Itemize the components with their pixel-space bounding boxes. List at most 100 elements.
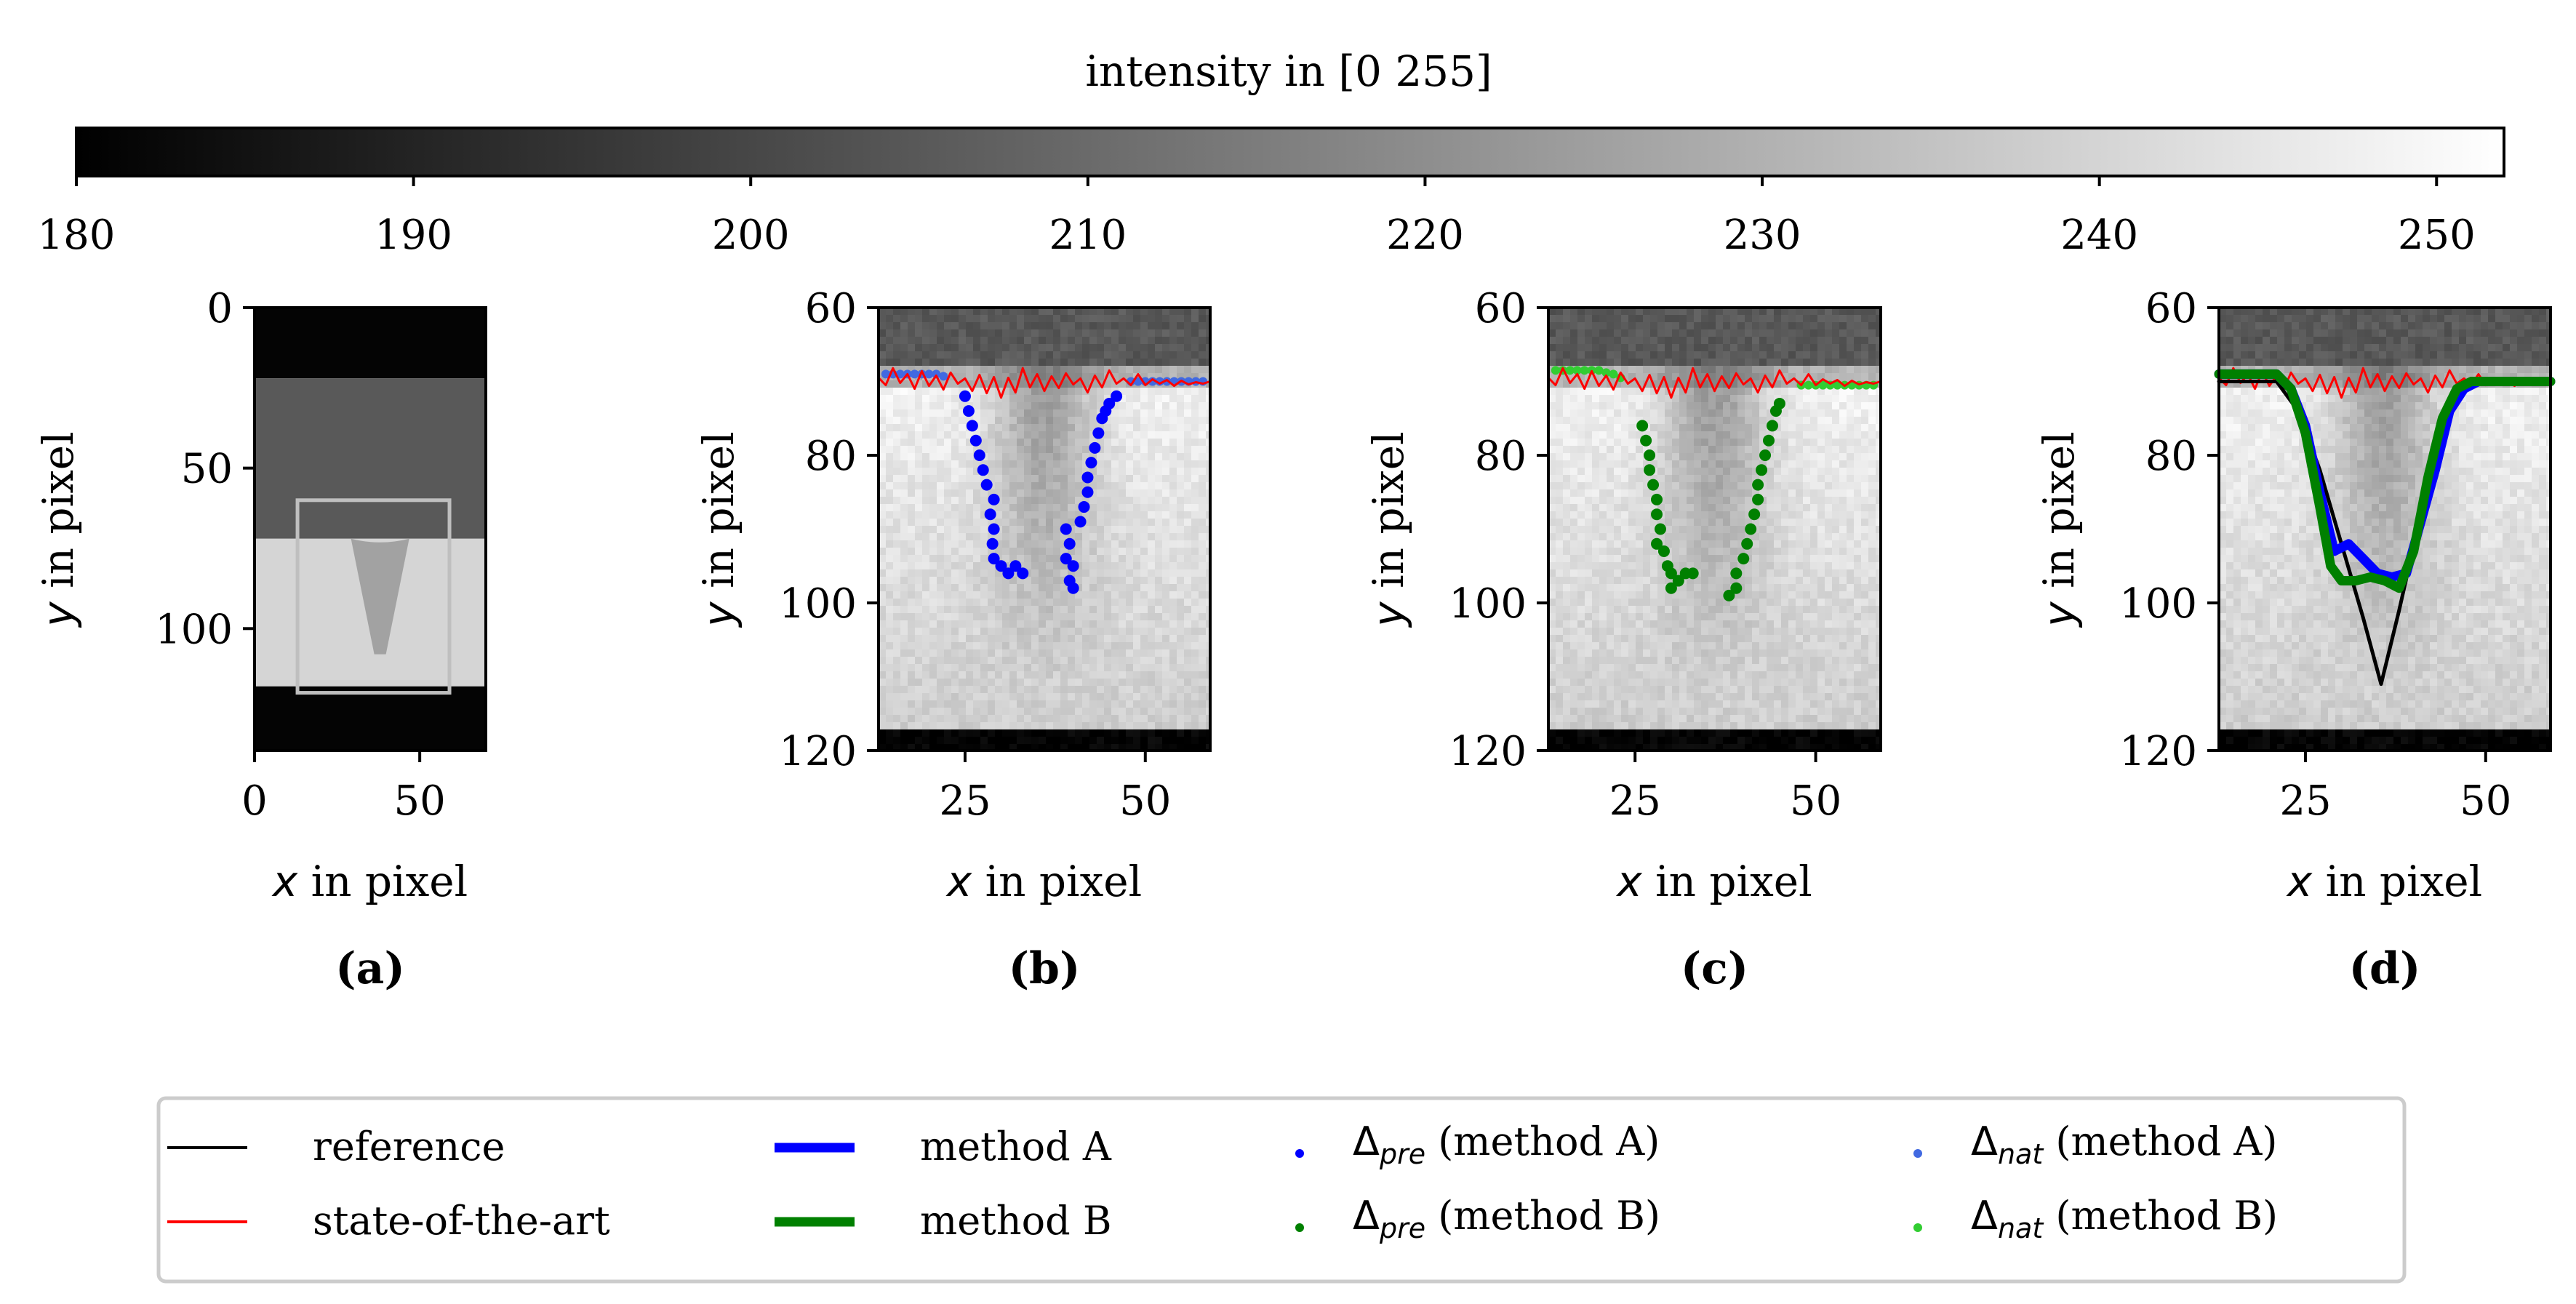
image-pixel [1759, 533, 1767, 541]
image-pixel [1046, 337, 1054, 345]
image-pixel [1708, 468, 1716, 476]
image-pixel [1752, 366, 1760, 374]
image-pixel [1737, 533, 1745, 541]
image-pixel [959, 722, 967, 730]
image-pixel [1169, 664, 1177, 672]
image-pixel [1548, 606, 1556, 614]
image-pixel [1017, 737, 1025, 745]
image-pixel [1716, 337, 1724, 345]
image-pixel [1650, 555, 1658, 563]
image-pixel [900, 540, 908, 548]
image-pixel [1679, 533, 1687, 541]
image-pixel [1206, 555, 1211, 563]
image-pixel [966, 642, 974, 650]
image-pixel [1563, 555, 1571, 563]
image-pixel [1767, 344, 1775, 352]
image-pixel [886, 337, 894, 345]
image-pixel [988, 649, 996, 657]
image-pixel [944, 497, 952, 505]
image-pixel [1854, 460, 1862, 468]
image-pixel [1206, 628, 1211, 636]
image-pixel [1206, 468, 1211, 476]
image-pixel [1599, 511, 1607, 519]
image-pixel [1556, 489, 1564, 497]
image-pixel [1825, 620, 1833, 628]
image-pixel [1701, 439, 1709, 447]
image-pixel [1119, 431, 1127, 439]
image-pixel [1148, 555, 1156, 563]
image-pixel [1075, 380, 1083, 388]
image-pixel [1745, 446, 1753, 454]
image-pixel [1614, 460, 1622, 468]
image-pixel [908, 599, 916, 607]
image-pixel [1089, 737, 1097, 745]
image-pixel [1708, 402, 1716, 410]
image-pixel [1133, 700, 1141, 708]
image-pixel [1075, 649, 1083, 657]
image-pixel [937, 591, 945, 599]
image-pixel [1184, 308, 1192, 316]
image-pixel [966, 577, 974, 585]
image-pixel [1643, 628, 1651, 636]
image-pixel [1708, 395, 1716, 403]
image-pixel [908, 424, 916, 432]
image-pixel [1097, 613, 1105, 621]
image-pixel [1868, 489, 1876, 497]
image-pixel [1585, 599, 1593, 607]
image-pixel [959, 591, 967, 599]
image-pixel [1825, 308, 1833, 316]
image-pixel [1737, 366, 1745, 374]
image-pixel [1759, 344, 1767, 352]
image-pixel [1177, 671, 1185, 679]
colorbar-tick-label: 190 [375, 212, 452, 259]
image-pixel [1636, 599, 1644, 607]
image-pixel [886, 591, 894, 599]
image-pixel [1097, 511, 1105, 519]
image-pixel [1169, 649, 1177, 657]
image-pixel [1119, 446, 1127, 454]
image-pixel [959, 679, 967, 687]
image-pixel [1737, 482, 1745, 490]
image-pixel [1665, 468, 1673, 476]
image-pixel [1206, 402, 1211, 410]
image-pixel [1767, 366, 1775, 374]
image-pixel [929, 708, 937, 716]
image-pixel [1556, 424, 1564, 432]
image-pixel [1774, 497, 1782, 505]
image-pixel [937, 715, 945, 723]
image-pixel [1031, 468, 1039, 476]
image-pixel [966, 686, 974, 694]
image-pixel [1636, 315, 1644, 323]
image-pixel [1104, 482, 1112, 490]
image-pixel [1657, 337, 1665, 345]
image-pixel [879, 613, 887, 621]
image-pixel [1788, 395, 1796, 403]
image-pixel [1708, 315, 1716, 323]
image-pixel [1053, 686, 1061, 694]
image-pixel [1657, 344, 1665, 352]
image-pixel [1206, 599, 1211, 607]
image-pixel [1002, 468, 1010, 476]
image-pixel [1031, 555, 1039, 563]
image-pixel [1548, 344, 1556, 352]
image-pixel [879, 679, 887, 687]
image-pixel [1643, 606, 1651, 614]
image-pixel [1169, 584, 1177, 592]
image-pixel [1184, 337, 1192, 345]
image-pixel [951, 700, 959, 708]
image-pixel [1104, 657, 1112, 665]
image-pixel [988, 584, 996, 592]
image-pixel [995, 679, 1003, 687]
image-pixel [1009, 388, 1017, 396]
image-pixel [1039, 548, 1047, 556]
image-pixel [995, 729, 1003, 737]
image-pixel [1607, 460, 1615, 468]
image-pixel [1868, 599, 1876, 607]
image-pixel [1097, 337, 1105, 345]
image-pixel [1155, 577, 1163, 585]
image-pixel [1636, 533, 1644, 541]
image-pixel [959, 729, 967, 737]
image-pixel [1788, 613, 1796, 621]
image-pixel [1839, 511, 1847, 519]
image-pixel [1607, 540, 1615, 548]
